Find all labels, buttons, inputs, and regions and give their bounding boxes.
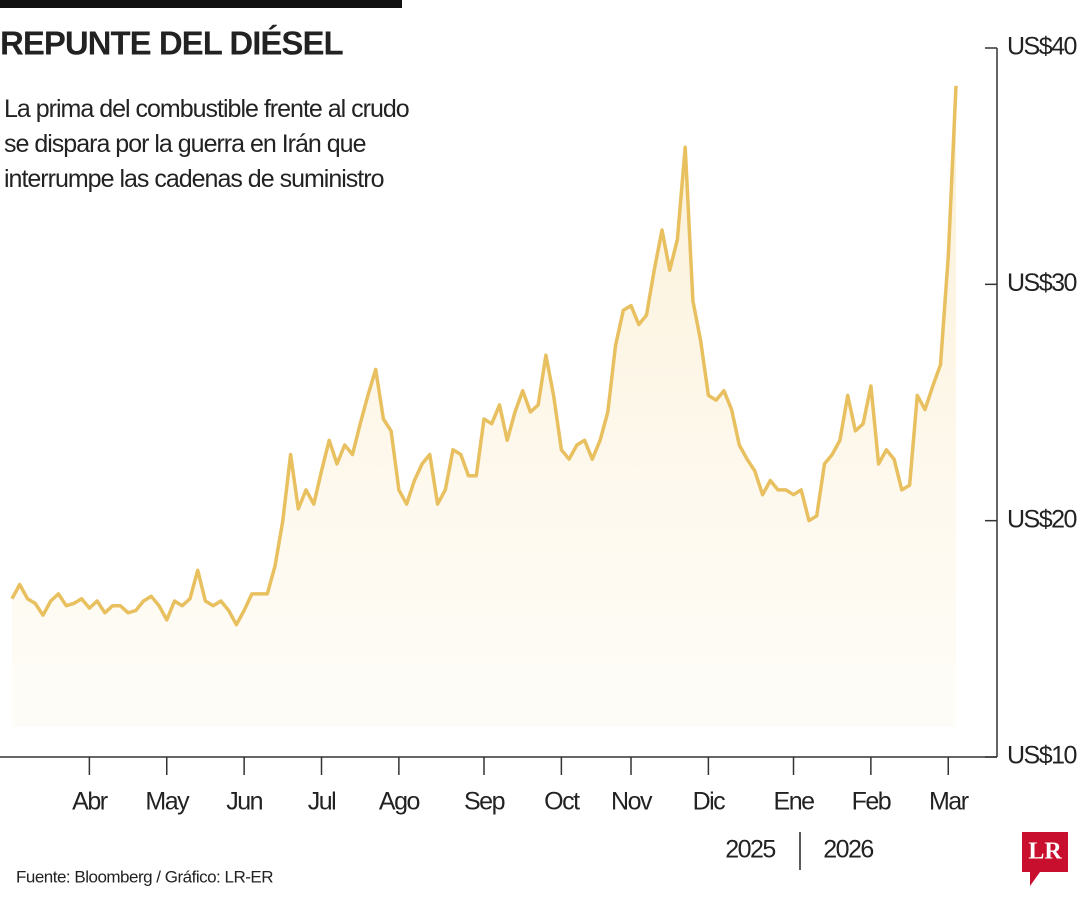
logo: LR (1028, 839, 1062, 865)
y-tick-label: US$30 (1007, 269, 1077, 297)
x-tick-label: Nov (611, 788, 653, 816)
logo-box (1022, 832, 1068, 886)
x-tick-label: Mar (929, 788, 969, 816)
x-tick-label: Oct (544, 788, 580, 816)
chart-title: REPUNTE DEL DIÉSEL (0, 25, 343, 62)
x-tick-label: Ago (379, 788, 420, 816)
area (12, 85, 956, 728)
x-tick-label: Ene (774, 788, 815, 816)
x-tick-label: May (145, 788, 190, 816)
y-tick-label: US$10 (1007, 742, 1077, 770)
x-tick-label: Abr (72, 788, 108, 816)
subtitle: La prima del combustible frente al crudo… (4, 95, 410, 193)
y-tick-label: US$40 (1007, 33, 1077, 61)
x-tick-label: Feb (852, 788, 891, 816)
year-label: 2026 (823, 836, 873, 864)
year-label: 2025 (725, 836, 775, 864)
x-tick-label: Sep (464, 788, 505, 816)
top-bar (0, 0, 402, 8)
x-tick-label: Jun (226, 788, 262, 816)
x-tick-label: Dic (693, 788, 726, 816)
source: Fuente: Bloomberg / Gráfico: LR-ER (16, 867, 273, 886)
line (10, 85, 958, 627)
x-tick-label: Jul (308, 788, 335, 816)
y-tick-label: US$20 (1007, 505, 1077, 533)
